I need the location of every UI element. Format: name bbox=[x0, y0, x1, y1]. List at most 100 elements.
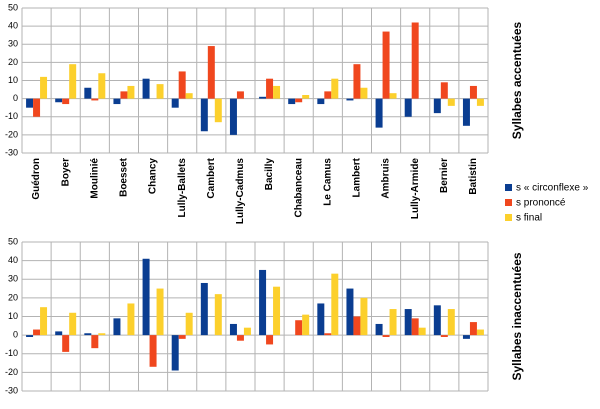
legend-swatch bbox=[505, 199, 512, 206]
bar bbox=[447, 98, 455, 106]
x-tick-label: Guédron bbox=[31, 158, 42, 200]
bar bbox=[346, 98, 354, 101]
x-tick-label: Ambruis bbox=[381, 158, 392, 199]
bar bbox=[302, 314, 310, 336]
bar bbox=[462, 335, 470, 339]
y-tick-label: 30 bbox=[8, 274, 18, 284]
bar bbox=[382, 31, 390, 99]
bar bbox=[433, 305, 441, 336]
bar bbox=[418, 327, 426, 336]
bar bbox=[469, 322, 477, 336]
bar bbox=[178, 335, 186, 339]
legend-label: s « circonflexe » bbox=[516, 183, 589, 194]
bar bbox=[346, 288, 354, 336]
bar bbox=[69, 312, 77, 336]
bar bbox=[62, 98, 70, 105]
y-tick-label: 0 bbox=[13, 93, 18, 103]
x-tick-label: Lully-Ballets bbox=[177, 158, 188, 218]
bar bbox=[33, 98, 41, 117]
y-tick-label: 40 bbox=[8, 255, 18, 265]
bar bbox=[40, 307, 48, 336]
bar bbox=[476, 98, 484, 106]
x-tick-label: Chabanceau bbox=[293, 158, 304, 217]
bar bbox=[266, 78, 274, 99]
bar bbox=[98, 73, 106, 99]
x-tick-label: Lully-Cadmus bbox=[235, 158, 246, 225]
bar bbox=[113, 98, 121, 105]
bar bbox=[127, 303, 135, 336]
bar bbox=[324, 333, 332, 336]
bar bbox=[236, 335, 244, 341]
bar bbox=[171, 335, 179, 371]
legend-swatch bbox=[505, 214, 512, 221]
bar bbox=[382, 335, 390, 337]
bar bbox=[295, 320, 303, 336]
x-tick-label: Boesset bbox=[119, 157, 130, 197]
bar bbox=[288, 98, 296, 105]
bar bbox=[389, 309, 397, 336]
bar bbox=[91, 335, 99, 349]
x-tick-label: Lully-Armide bbox=[410, 158, 421, 220]
bar bbox=[273, 286, 281, 336]
bar bbox=[317, 303, 325, 336]
bar bbox=[120, 91, 128, 99]
bar bbox=[236, 91, 244, 99]
y-tick-label: -20 bbox=[5, 367, 18, 377]
bar bbox=[214, 98, 222, 123]
bar bbox=[440, 82, 448, 99]
bar bbox=[26, 98, 34, 108]
bar bbox=[156, 84, 164, 99]
legend-swatch bbox=[505, 184, 512, 191]
bar bbox=[440, 335, 448, 337]
bar bbox=[40, 76, 48, 99]
y-tick-label: 20 bbox=[8, 57, 18, 67]
bar bbox=[33, 329, 41, 336]
bar bbox=[178, 71, 186, 99]
x-tick-label: Chancy bbox=[148, 158, 159, 195]
bar bbox=[142, 258, 150, 336]
bar bbox=[98, 333, 106, 336]
x-tick-label: Le Camus bbox=[322, 158, 333, 206]
bar bbox=[411, 22, 419, 99]
y-tick-label: 20 bbox=[8, 292, 18, 302]
bar bbox=[149, 335, 157, 367]
bar bbox=[404, 98, 412, 117]
bar bbox=[433, 98, 441, 114]
x-tick-label: Boyer bbox=[60, 158, 71, 186]
bar bbox=[113, 318, 121, 336]
bar bbox=[243, 327, 251, 336]
bar bbox=[273, 85, 281, 99]
bar bbox=[207, 46, 215, 99]
y-tick-label: -10 bbox=[5, 348, 18, 358]
bar bbox=[200, 282, 208, 336]
y-tick-label: 10 bbox=[8, 311, 18, 321]
bar bbox=[389, 93, 397, 99]
bar bbox=[411, 318, 419, 336]
bar bbox=[375, 98, 383, 128]
bar bbox=[360, 87, 368, 99]
y-axis-label: Syllabes inaccentuées bbox=[510, 252, 524, 380]
bar bbox=[302, 95, 310, 99]
bar bbox=[324, 91, 332, 99]
bar bbox=[156, 288, 164, 336]
bar bbox=[69, 64, 77, 99]
bar bbox=[84, 87, 92, 99]
bar bbox=[469, 85, 477, 99]
y-tick-label: 40 bbox=[8, 21, 18, 31]
bar bbox=[353, 316, 361, 336]
bar bbox=[229, 323, 237, 336]
x-tick-label: Cambert bbox=[206, 157, 217, 198]
bar bbox=[259, 269, 267, 336]
bar bbox=[375, 323, 383, 336]
bar bbox=[295, 98, 303, 103]
bar bbox=[360, 297, 368, 336]
x-tick-label: Bacilly bbox=[264, 158, 275, 191]
y-tick-label: 30 bbox=[8, 39, 18, 49]
bar bbox=[462, 98, 470, 126]
bar bbox=[331, 78, 339, 99]
y-tick-label: 50 bbox=[8, 236, 18, 246]
bar bbox=[404, 309, 412, 336]
bar bbox=[353, 64, 361, 99]
y-tick-label: -30 bbox=[5, 385, 18, 395]
